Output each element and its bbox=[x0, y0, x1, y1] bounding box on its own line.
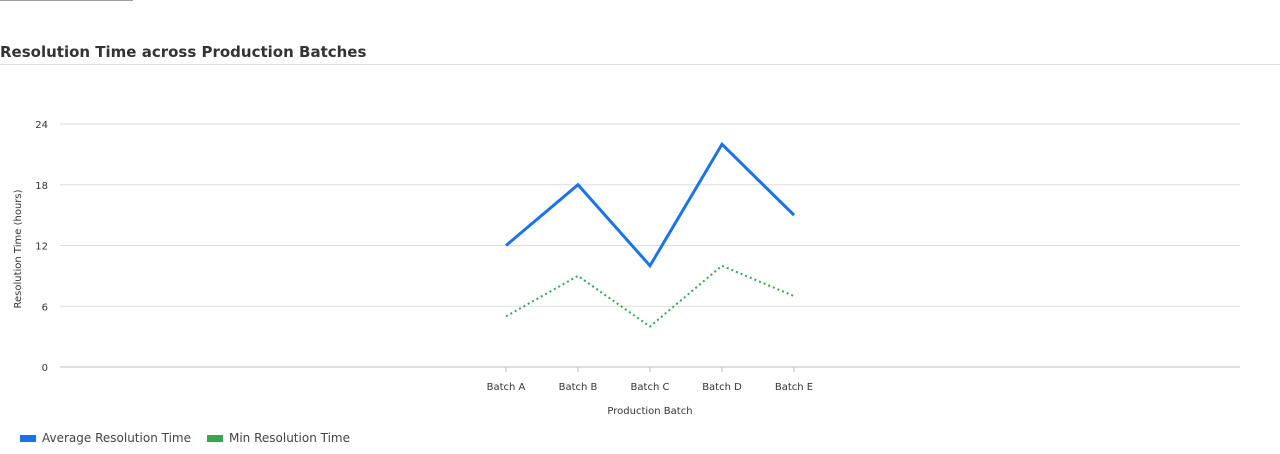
x-axis-label: Production Batch bbox=[607, 406, 692, 417]
x-axis-ticks: Batch A Batch B Batch C Batch D Batch E bbox=[487, 367, 813, 393]
x-tick-label-1: Batch B bbox=[559, 382, 598, 393]
chart-legend: Average Resolution Time Min Resolution T… bbox=[20, 431, 366, 445]
legend-label-average: Average Resolution Time bbox=[42, 431, 191, 445]
legend-item-average[interactable]: Average Resolution Time bbox=[20, 431, 191, 445]
series-line-0 bbox=[505, 141, 796, 269]
top-tab-underline bbox=[0, 0, 133, 1]
y-tick-label-6: 6 bbox=[42, 302, 48, 313]
legend-item-min[interactable]: Min Resolution Time bbox=[206, 431, 350, 445]
legend-swatch-average bbox=[20, 434, 36, 442]
grid-lines bbox=[60, 123, 1240, 368]
x-tick-label-2: Batch C bbox=[631, 382, 670, 393]
legend-label-min: Min Resolution Time bbox=[228, 431, 350, 445]
chart-title: Resolution Time across Production Batche… bbox=[0, 43, 367, 61]
legend-swatch-min bbox=[206, 434, 223, 442]
x-tick-label-4: Batch E bbox=[775, 382, 813, 393]
y-axis-label: Resolution Time (hours) bbox=[13, 189, 24, 308]
y-axis-ticks: 0 6 12 18 24 bbox=[35, 120, 48, 374]
y-tick-label-12: 12 bbox=[35, 242, 48, 253]
series-lines bbox=[505, 141, 796, 328]
y-tick-label-24: 24 bbox=[35, 120, 48, 131]
x-tick-label-0: Batch A bbox=[487, 382, 526, 393]
x-tick-label-3: Batch D bbox=[702, 382, 742, 393]
chart-header: Resolution Time across Production Batche… bbox=[0, 40, 1280, 65]
series-line-1 bbox=[505, 264, 795, 328]
y-tick-label-18: 18 bbox=[35, 181, 48, 192]
y-tick-label-0: 0 bbox=[42, 363, 48, 374]
